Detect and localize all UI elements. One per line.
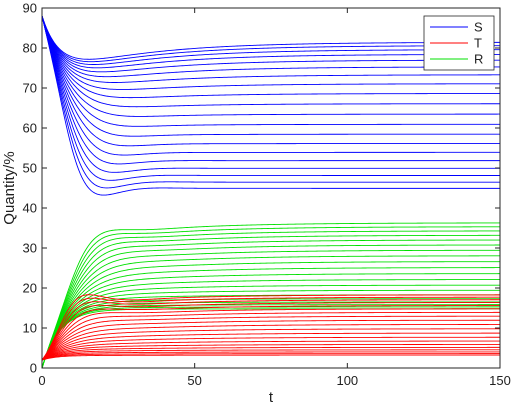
series-r-curve-1 xyxy=(42,308,500,368)
series-s-curve-12 xyxy=(42,15,500,127)
y-tick-label: 90 xyxy=(23,1,37,16)
series-s-curve-16 xyxy=(42,15,500,165)
series-t-curve-5 xyxy=(42,346,500,361)
series-r-curve-20 xyxy=(42,222,500,368)
x-axis-label: t xyxy=(269,389,274,406)
series-r-curve-7 xyxy=(42,289,500,368)
y-tick-label: 20 xyxy=(23,281,37,296)
series-t-curve-19 xyxy=(42,296,500,361)
series-t-curve-17 xyxy=(42,302,500,361)
series-t-curve-13 xyxy=(42,315,500,361)
series-s-curve-14 xyxy=(42,15,500,147)
series-r-curve-17 xyxy=(42,234,500,368)
series-r-curve-14 xyxy=(42,249,500,368)
y-tick-label: 30 xyxy=(23,241,37,256)
y-tick-label: 40 xyxy=(23,201,37,216)
series-r-curve-9 xyxy=(42,279,500,368)
legend: STR xyxy=(423,15,495,71)
series-t-curve-6 xyxy=(42,344,500,361)
legend-label-s: S xyxy=(474,20,483,35)
series-t-curve-15 xyxy=(42,308,500,361)
series-t-curve-12 xyxy=(42,319,500,361)
series-s-curve-20 xyxy=(42,15,500,196)
x-tick-label: 0 xyxy=(38,373,45,388)
series-s-curve-11 xyxy=(42,15,500,117)
x-tick-label: 50 xyxy=(187,373,201,388)
series-r-curve-12 xyxy=(42,261,500,368)
series-s-curve-9 xyxy=(42,15,500,99)
legend-label-r: R xyxy=(474,52,483,67)
x-tick-label: 150 xyxy=(489,373,511,388)
series-s-curve-17 xyxy=(42,15,500,173)
series-r-curve-3 xyxy=(42,304,500,368)
series-s-curve-19 xyxy=(42,15,500,189)
series-t-curve-16 xyxy=(42,305,500,361)
series-r-curve-13 xyxy=(42,255,500,368)
plot-area xyxy=(42,15,500,368)
series-s-curve-7 xyxy=(42,15,500,83)
series-r-curve-8 xyxy=(42,284,500,368)
series-t-curve-8 xyxy=(42,336,500,361)
series-s-curve-18 xyxy=(42,15,500,181)
y-tick-label: 80 xyxy=(23,41,37,56)
series-t-curve-1 xyxy=(42,354,500,361)
series-r-curve-19 xyxy=(42,226,500,368)
series-s-curve-8 xyxy=(42,15,500,90)
y-tick-label: 70 xyxy=(23,81,37,96)
series-r-curve-11 xyxy=(42,267,500,368)
series-t-curve-10 xyxy=(42,328,500,361)
series-r-curve-4 xyxy=(42,301,500,368)
y-axis-label: Quantity/% xyxy=(1,151,18,224)
series-t-curve-18 xyxy=(42,299,500,361)
y-tick-label: 10 xyxy=(23,321,37,336)
axes-box xyxy=(41,7,501,369)
series-r-curve-2 xyxy=(42,306,500,368)
series-r-curve-16 xyxy=(42,239,500,368)
series-s-curve-15 xyxy=(42,15,500,156)
series-t-curve-7 xyxy=(42,340,500,361)
series-t-curve-3 xyxy=(42,351,500,361)
series-t-curve-4 xyxy=(42,349,500,361)
y-tick-label: 50 xyxy=(23,161,37,176)
series-r-curve-5 xyxy=(42,298,500,368)
series-t-curve-20 xyxy=(42,294,500,361)
series-t-curve-2 xyxy=(42,353,500,361)
axes: 0 50 100 150 0 10 20 30 40 50 60 70 80 90 xyxy=(23,1,511,389)
series-t-curve-9 xyxy=(42,332,500,361)
legend-label-t: T xyxy=(474,36,482,51)
x-tick-label: 100 xyxy=(336,373,358,388)
series-t-curve-14 xyxy=(42,311,500,361)
series-r-curve-15 xyxy=(42,244,500,368)
y-tick-label: 60 xyxy=(23,121,37,136)
series-s-curve-10 xyxy=(42,15,500,108)
series-r-curve-10 xyxy=(42,273,500,368)
y-tick-label: 0 xyxy=(30,361,37,376)
series-s-curve-13 xyxy=(42,15,500,137)
series-r-curve-18 xyxy=(42,230,500,368)
series-t-curve-11 xyxy=(42,324,500,361)
